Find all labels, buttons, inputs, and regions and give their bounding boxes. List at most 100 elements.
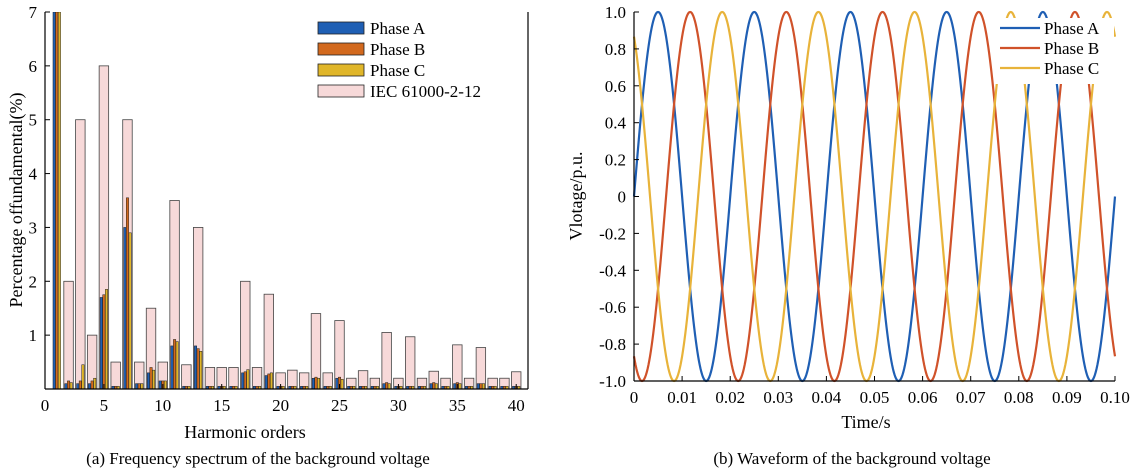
iec-limit-bar-h29 (381, 332, 392, 390)
phase-a-bar-h29 (382, 383, 386, 390)
waveform-caption: (b) Waveform of the background voltage (713, 449, 990, 468)
waveform-line-c (632, 10, 1117, 383)
phase-b-bar-h7 (126, 197, 129, 390)
phase-c-bar-h5 (105, 289, 108, 390)
phase-c-bar-h9 (152, 369, 156, 390)
spectrum-legend-swatch (317, 84, 365, 98)
waveform-x-tick-label: 0.07 (956, 388, 986, 407)
spectrum-y-tick-label: 7 (29, 3, 38, 22)
phase-a-bar-h5 (99, 297, 103, 390)
iec-limit-bar-h2 (63, 280, 74, 390)
phase-b-bar-h19 (267, 373, 271, 390)
spectrum-x-ticks: 0 5 10 15 20 25 30 35 40 (41, 384, 525, 415)
waveform-y-tick-label: -0.2 (599, 224, 626, 243)
spectrum-x-tick-label: 30 (390, 396, 407, 415)
waveform-y-tick-label: -0.8 (599, 335, 626, 354)
phase-b-bar-h4 (90, 380, 94, 390)
spectrum-x-tick-label: 15 (213, 396, 230, 415)
phase-b-bar-h2 (67, 380, 71, 390)
phase-c-bar-h37 (482, 383, 485, 390)
waveform-x-ticks: 0 0.01 0.02 0.03 0.04 0.05 0.06 0.07 0.08 0.09 0.1… (630, 376, 1130, 407)
waveform-x-tick-label: 0.05 (860, 388, 890, 407)
waveform-y-tick-label: 0.8 (605, 40, 626, 59)
phase-a-bar-h13 (194, 345, 197, 390)
spectrum-y-tick-label: 1 (29, 326, 38, 345)
spectrum-legend-label: Phase B (370, 40, 425, 59)
phase-a-bar-h17 (241, 372, 245, 390)
waveform-y-tick-label: 0.4 (605, 114, 627, 133)
phase-b-bar-h8 (137, 383, 141, 390)
phase-c-bar-h4 (93, 377, 97, 390)
waveform-x-tick-label: 0.06 (908, 388, 938, 407)
phase-a-bar-h2 (64, 383, 68, 390)
phase-c-bar-h35 (458, 383, 462, 390)
phase-c-bar-h33 (434, 383, 438, 390)
phase-c-bar-h13 (199, 351, 203, 390)
spectrum-y-tick-label: 2 (29, 272, 38, 291)
phase-b-bar-h23 (314, 376, 318, 390)
waveform-x-tick-label: 0.08 (1004, 388, 1034, 407)
waveform-y-tick-label: -1.0 (599, 372, 626, 391)
phase-b-bar-h33 (432, 382, 436, 390)
iec-limit-bar-h14 (204, 367, 216, 390)
waveform-y-tick-label: 0 (618, 188, 627, 207)
spectrum-y-tick-label: 3 (29, 218, 38, 237)
spectrum-bars (52, 11, 522, 390)
spectrum-y-tick-label: 4 (29, 165, 38, 184)
waveform-x-label: Time/s (841, 412, 890, 432)
iec-limit-bar-h16 (228, 367, 239, 390)
spectrum-legend-swatch (317, 21, 365, 35)
phase-a-bar-h7 (123, 227, 127, 390)
phase-b-bar-h11 (173, 339, 177, 390)
phase-a-bar-h9 (146, 372, 150, 390)
spectrum-caption: (a) Frequency spectrum of the background… (86, 449, 430, 468)
waveform-x-tick-label: 0 (630, 388, 639, 407)
spectrum-x-label: Harmonic orders (184, 422, 305, 442)
waveform-x-tick-label: 0.04 (812, 388, 842, 407)
waveform-y-ticks: -1.0 -0.8 -0.6 -0.4 -0.2 0 0.2 0.4 0.6 0.8 1.0 (599, 3, 639, 391)
phase-c-bar-h29 (387, 383, 391, 390)
phase-b-bar-h37 (479, 383, 483, 390)
spectrum-y-tick-label: 5 (29, 111, 38, 130)
spectrum-x-tick-label: 5 (100, 396, 109, 415)
spectrum-legend-swatch (317, 63, 365, 77)
spectrum-x-tick-label: 40 (508, 396, 525, 415)
waveform-x-tick-label: 0.02 (715, 388, 745, 407)
phase-c-bar-h8 (140, 383, 144, 390)
phase-a-bar-h10 (158, 380, 162, 390)
phase-a-bar-h1 (52, 11, 56, 390)
waveform-x-tick-label: 0.10 (1100, 388, 1130, 407)
phase-a-bar-h4 (88, 383, 91, 390)
waveform-y-tick-label: 0.6 (605, 77, 626, 96)
phase-a-bar-h35 (453, 383, 457, 390)
spectrum-x-tick-label: 25 (331, 396, 348, 415)
waveform-y-tick-label: 1.0 (605, 3, 626, 22)
phase-a-bar-h23 (311, 377, 315, 390)
spectrum-x-tick-label: 20 (272, 396, 289, 415)
iec-limit-bar-h3 (75, 119, 86, 390)
iec-limit-bar-h31 (405, 336, 416, 390)
waveform-y-tick-label: 0.2 (605, 151, 626, 170)
spectrum-legend: Phase A Phase B Phase C IEC 61000-2-12 (317, 19, 481, 101)
phase-c-bar-h7 (128, 232, 132, 390)
phase-a-bar-h33 (429, 383, 433, 390)
phase-b-bar-h9 (149, 367, 153, 390)
spectrum-x-tick-label: 0 (41, 396, 50, 415)
waveform-legend-label: Phase A (1044, 19, 1100, 38)
spectrum-y-ticks: 1 2 3 4 5 6 7 (29, 3, 50, 345)
phase-c-bar-h23 (317, 377, 321, 390)
spectrum-x-tick-label: 35 (449, 396, 466, 415)
phase-b-bar-h17 (243, 371, 247, 390)
waveform-x-tick-label: 0.01 (667, 388, 697, 407)
waveform-x-tick-label: 0.09 (1052, 388, 1082, 407)
iec-limit-bar-h18 (251, 367, 263, 390)
phase-c-bar-h3 (81, 364, 85, 390)
spectrum-x-tick-label: 10 (154, 396, 171, 415)
phase-c-bar-h17 (246, 369, 250, 390)
phase-a-bar-h3 (76, 383, 80, 390)
waveform-chart: 0 0.01 0.02 0.03 0.04 0.05 0.06 0.07 0.08 0.09 0.1… (566, 3, 1130, 468)
iec-limit-bar-h12 (181, 364, 192, 390)
waveform-y-tick-label: -0.4 (599, 261, 626, 280)
